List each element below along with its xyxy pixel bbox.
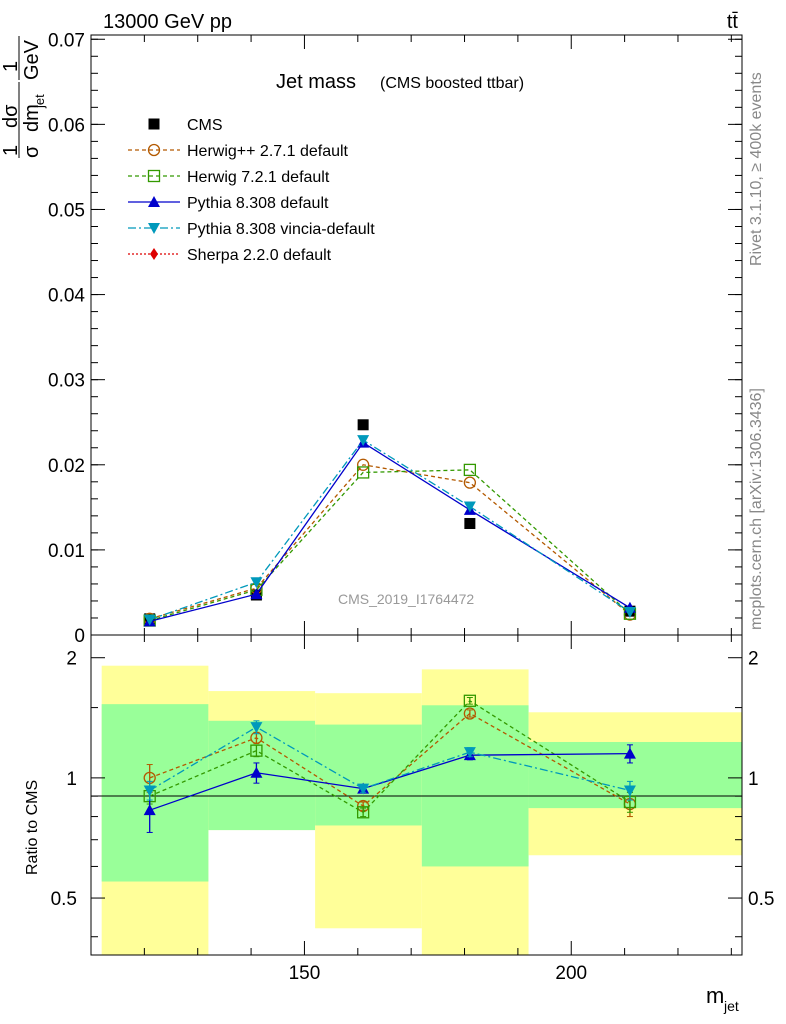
data-point: [623, 607, 636, 619]
y-tick-label: 0.04: [48, 286, 85, 307]
ratio-plot-frame: [90, 634, 743, 956]
ratio-y-tick-label-right: 2: [748, 649, 759, 670]
legend-label: Herwig++ 2.7.1 default: [187, 143, 349, 160]
legend-marker: [147, 143, 161, 157]
analysis-watermark: CMS_2019_I1764472: [338, 591, 474, 607]
main-y-axis-label: 1 σ dσ dm jet 1 GeV: [0, 36, 47, 158]
ylabel-sigma: σ: [21, 145, 43, 158]
main-series-layer: [143, 419, 637, 627]
data-point: [143, 614, 156, 626]
legend-item: Herwig 7.2.1 default: [128, 169, 330, 186]
main-y-ticks: 0 0.01 0.02 0.03 0.04 0.05 0.06 0.07: [48, 30, 742, 647]
ylabel-gev: GeV: [21, 39, 43, 80]
ratio-y-axis-label: Ratio to CMS: [24, 780, 41, 875]
mcplots-label: mcplots.cern.ch [arXiv:1306.3436]: [748, 388, 765, 630]
series-line: [149, 464, 631, 620]
x-axis-label-sub: jet: [723, 998, 739, 1014]
ratio-y-tick-label-right: 1: [748, 769, 759, 790]
y-tick-label: 0.01: [48, 541, 85, 562]
legend-label: Pythia 8.308 vincia-default: [187, 221, 375, 238]
ratio-point: [463, 694, 477, 707]
data-point: [357, 435, 370, 447]
legend-item: CMS: [148, 117, 223, 134]
ratio-series-3: [143, 720, 636, 801]
ratio-point: [143, 785, 156, 797]
main-x-ticks: [90, 35, 732, 635]
ratio-point: [250, 766, 263, 778]
ylabel-dm-sub: jet: [32, 94, 47, 109]
ylabel-one-sigma: 1: [0, 145, 22, 156]
ratio-point: [623, 785, 636, 797]
y-tick-label: 0.02: [48, 456, 85, 477]
ratio-point: [250, 722, 263, 734]
legend-marker: [148, 118, 160, 130]
ratio-point: [357, 783, 370, 795]
ratio-y-tick-label: 2: [66, 649, 77, 670]
y-tick-label: 0.07: [48, 30, 85, 51]
legend-marker: [150, 248, 158, 260]
main-plot: 0 0.01 0.02 0.03 0.04 0.05 0.06 0.07 Jet mass (…: [48, 30, 743, 647]
y-tick-label: 0: [74, 626, 85, 647]
data-point: [464, 518, 476, 530]
uncertainty-bands: [101, 665, 742, 955]
ratio-plot: 0.5 0.5 1 1 2 2 150 200 Ratio to CMS m jet: [24, 634, 774, 1014]
ratio-y-ticks: 0.5 0.5 1 1 2 2: [51, 649, 774, 938]
ratio-series-layer: [143, 694, 637, 833]
x-axis-label: m: [706, 983, 724, 1008]
legend-label: Sherpa 2.2.0 default: [187, 247, 332, 264]
process-label: tt̄: [727, 11, 739, 33]
y-tick-label: 0.05: [48, 200, 85, 221]
ratio-y-tick-label-right: 0.5: [748, 889, 774, 910]
ratio-point: [463, 747, 476, 759]
legend-item: Pythia 8.308 default: [128, 195, 329, 212]
data-point: [463, 476, 477, 489]
data-point: [463, 463, 477, 477]
data-point: [250, 577, 263, 589]
legend-marker: [148, 223, 160, 234]
ylabel-dsigma: dσ: [0, 104, 22, 128]
legend: CMS Herwig++ 2.7.1 default Herwig 7.2.1 de…: [128, 117, 375, 264]
ratio-point: [250, 744, 263, 757]
ratio-x-ticks: 150 200: [90, 635, 732, 984]
y-tick-label: 0.03: [48, 371, 85, 392]
data-point: [250, 588, 263, 600]
band-green: [421, 705, 529, 867]
energy-label: 13000 GeV pp: [103, 11, 232, 33]
y-tick-label: 0.06: [48, 115, 85, 136]
legend-label: CMS: [187, 117, 223, 134]
ratio-y-tick-label: 0.5: [51, 889, 77, 910]
legend-label: Herwig 7.2.1 default: [187, 169, 330, 186]
series-4: [143, 435, 636, 626]
legend-marker: [147, 169, 161, 183]
series-line: [149, 469, 631, 622]
ratio-point: [463, 707, 477, 720]
x-tick-label: 150: [289, 963, 321, 984]
data-point: [356, 458, 370, 471]
ratio-y-tick-label: 1: [66, 769, 77, 790]
legend-label: Pythia 8.308 default: [187, 195, 329, 212]
legend-item: Pythia 8.308 vincia-default: [128, 221, 375, 238]
ylabel-dm: dm: [21, 104, 43, 132]
chart-title: Jet mass: [276, 71, 356, 93]
chart-subtitle: (CMS boosted ttbar): [380, 75, 524, 92]
data-point: [357, 419, 369, 431]
data-point: [356, 466, 370, 479]
ratio-point: [623, 747, 636, 759]
legend-item: Sherpa 2.2.0 default: [128, 247, 332, 264]
ratio-point: [356, 806, 370, 819]
x-tick-label: 200: [555, 963, 587, 984]
data-point: [463, 501, 476, 513]
rivet-label: Rivet 3.1.10, ≥ 400k events: [748, 72, 765, 266]
ratio-point: [143, 804, 156, 816]
legend-item: Herwig++ 2.7.1 default: [128, 143, 349, 160]
legend-marker: [148, 196, 160, 207]
ylabel-one: 1: [0, 61, 22, 72]
